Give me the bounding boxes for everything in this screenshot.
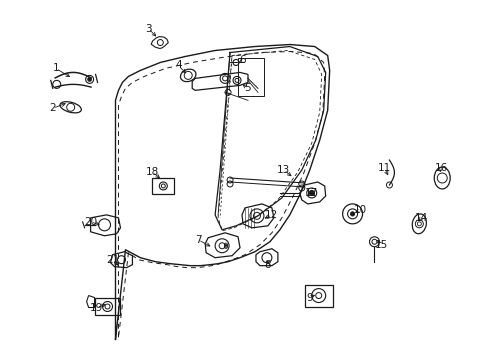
Bar	[94, 298, 120, 315]
Text: 6: 6	[239, 55, 246, 66]
Text: 12: 12	[264, 210, 278, 220]
Text: 5: 5	[244, 84, 251, 93]
Text: 9: 9	[306, 293, 312, 302]
Text: 1: 1	[52, 63, 59, 73]
Text: 7: 7	[195, 235, 201, 245]
Circle shape	[87, 77, 91, 81]
Text: 13: 13	[277, 165, 290, 175]
Text: 19: 19	[90, 302, 103, 312]
Circle shape	[308, 190, 314, 195]
Bar	[152, 178, 174, 194]
Bar	[304, 285, 332, 306]
Text: 14: 14	[414, 213, 427, 223]
Text: 18: 18	[145, 167, 159, 177]
Text: 20: 20	[84, 217, 97, 227]
Text: 10: 10	[353, 205, 366, 215]
Text: 3: 3	[145, 24, 151, 33]
Text: 4: 4	[175, 60, 181, 71]
Bar	[238, 58, 264, 96]
Text: 15: 15	[374, 240, 387, 250]
Text: 17: 17	[305, 188, 318, 198]
Text: 11: 11	[377, 163, 390, 173]
Text: 21: 21	[106, 255, 119, 265]
Text: 16: 16	[434, 163, 447, 173]
Text: 8: 8	[264, 260, 271, 270]
Circle shape	[350, 212, 354, 216]
Text: 2: 2	[49, 103, 56, 113]
